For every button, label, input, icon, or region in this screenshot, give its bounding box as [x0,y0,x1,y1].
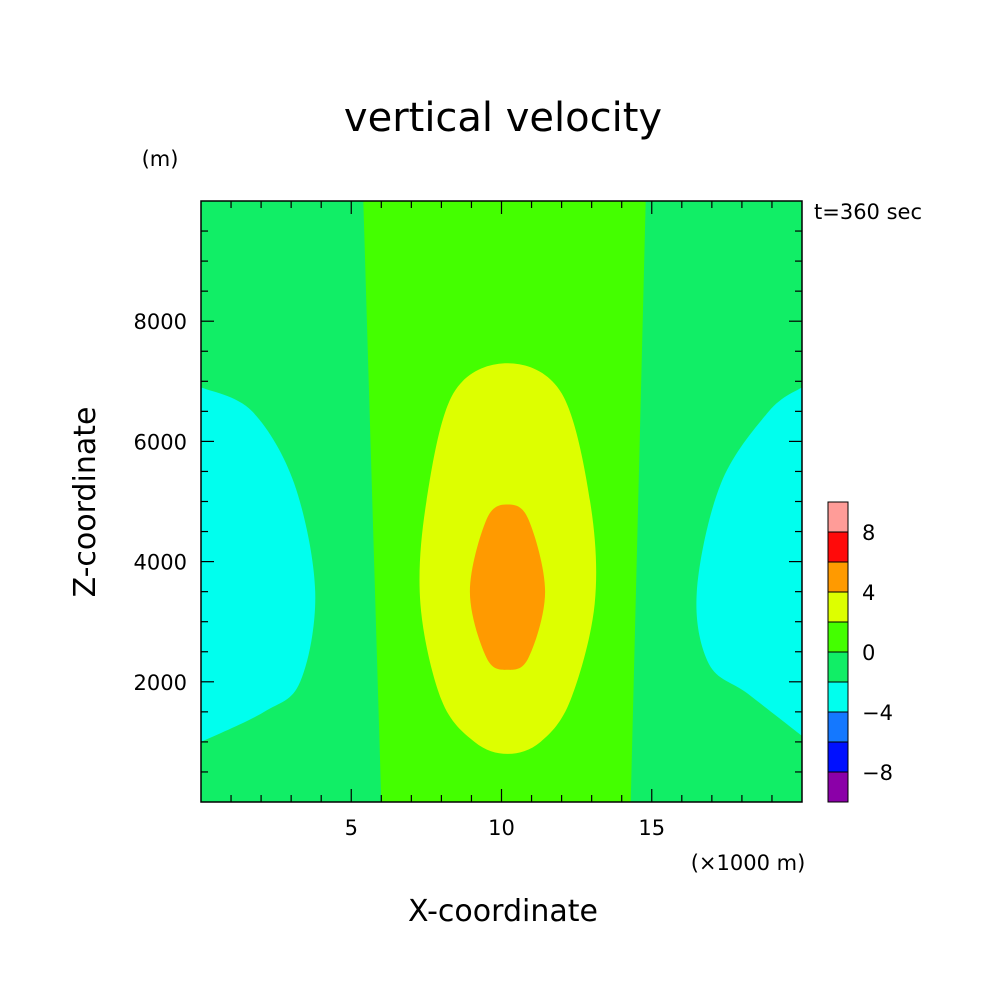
x-axis-ticks: 5 10 15 [230,201,773,840]
chart-title: vertical velocity [344,95,662,141]
y-tick-label: 6000 [134,430,187,454]
colorbar-tick-label: 0 [862,641,875,665]
x-axis-label: X-coordinate [408,894,598,929]
colorbar-swatch [827,681,849,713]
x-tick-label: 5 [345,816,358,840]
plot-area [200,200,803,803]
colorbar-swatch [827,591,849,623]
y-tick-label: 8000 [134,310,187,334]
y-unit-label: (m) [142,147,179,171]
region-downdraft-right [696,387,802,736]
region-downdraft-left [201,387,316,742]
y-axis-ticks: 2000 4000 6000 8000 [134,230,802,773]
colorbar: −8 −4 0 4 8 [827,501,893,803]
y-tick-label: 4000 [134,551,187,575]
colorbar-swatch [827,651,849,683]
colorbar-tick-label: −8 [862,761,893,785]
colorbar-swatch [827,501,849,533]
colorbar-tick-label: −4 [862,701,893,725]
x-unit-label: (×1000 m) [691,851,806,875]
y-axis-label: Z-coordinate [68,407,103,598]
colorbar-swatch [827,561,849,593]
time-label: t=360 sec [814,200,922,224]
x-tick-label: 15 [638,816,665,840]
colorbar-swatch [827,531,849,563]
colorbar-swatch [827,711,849,743]
colorbar-swatch [827,741,849,773]
region-updraft-4-6 [469,504,546,670]
x-tick-label: 10 [488,816,515,840]
colorbar-swatch [827,621,849,653]
colorbar-swatch [827,771,849,803]
colorbar-tick-label: 4 [862,581,875,605]
colorbar-tick-label: 8 [862,521,875,545]
y-tick-label: 2000 [134,671,187,695]
